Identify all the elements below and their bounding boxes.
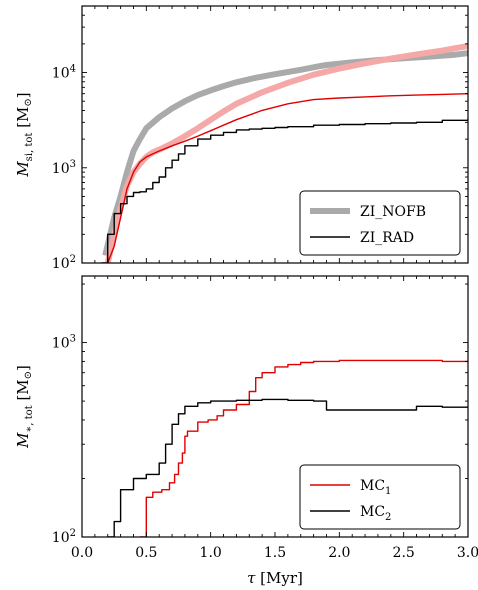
y-axis-label: M∗, tot [M⊙] — [14, 365, 35, 449]
y-label-unit: [M — [14, 107, 32, 133]
y-tick-label: 103 — [52, 159, 76, 177]
series-group — [107, 359, 468, 537]
y-tick-base: 10 — [52, 530, 70, 546]
y-tick-exp: 3 — [70, 159, 76, 170]
y-label-unit-close: ] — [14, 92, 32, 98]
legend-label-sub: 1 — [385, 486, 391, 497]
legend-label-base: MC — [360, 504, 385, 520]
y-tick-exp: 4 — [70, 64, 76, 75]
y-label-unit-sym: ⊙ — [23, 98, 34, 106]
legend-box — [299, 464, 461, 530]
x-tick-label: 1.5 — [264, 545, 286, 561]
y-label-sub: ∗, tot — [24, 405, 35, 432]
y-tick-base: 10 — [52, 66, 70, 82]
x-label-unit: [Myr] — [255, 569, 302, 587]
x-tick-label: 2.0 — [328, 545, 350, 561]
y-tick-label: 103 — [52, 334, 76, 352]
x-tick-label: 1.0 — [200, 545, 222, 561]
series-line-zi-rad-red- — [107, 93, 468, 263]
legend-label: MC2 — [360, 504, 391, 523]
x-tick-label: 0.5 — [135, 545, 157, 561]
y-tick-base: 10 — [52, 161, 70, 177]
y-label-unit-close: ] — [14, 365, 32, 371]
series-line-zi-rad — [101, 118, 468, 263]
legend-label: ZI_RAD — [360, 230, 414, 246]
y-label-sub: si, tot — [24, 133, 35, 162]
y-tick-label: 102 — [52, 528, 76, 546]
x-tick-label: 3.0 — [457, 545, 478, 561]
y-tick-label: 104 — [52, 64, 76, 82]
series-group — [101, 43, 468, 263]
x-tick-label: 2.5 — [393, 545, 415, 561]
y-label-unit: [M — [14, 379, 32, 405]
legend-label: ZI_NOFB — [360, 204, 426, 220]
legend-label-text: ZI_NOFB — [360, 204, 426, 220]
x-axis-label: τ [Myr] — [247, 569, 303, 587]
y-tick-exp: 2 — [70, 254, 76, 265]
y-tick-exp: 3 — [70, 334, 76, 345]
series-line-mc2 — [107, 398, 468, 537]
y-label-main: M — [14, 432, 32, 449]
y-tick-base: 10 — [52, 256, 70, 272]
legend-box — [299, 190, 461, 256]
x-label-symbol: τ — [247, 569, 256, 587]
legend-label: MC1 — [360, 478, 391, 497]
legend-label-text: ZI_RAD — [360, 230, 414, 246]
legend-label-sub: 2 — [385, 512, 391, 523]
series-line-mc1 — [139, 359, 468, 537]
y-label-main: M — [14, 161, 32, 178]
x-tick-label: 0.0 — [71, 545, 93, 561]
y-tick-exp: 2 — [70, 528, 76, 539]
y-tick-base: 10 — [52, 336, 70, 352]
y-axis-label: Msi, tot [M⊙] — [14, 92, 35, 177]
y-tick-label: 102 — [52, 254, 76, 272]
legend-label-base: MC — [360, 478, 385, 494]
y-label-unit-sym: ⊙ — [23, 371, 34, 379]
